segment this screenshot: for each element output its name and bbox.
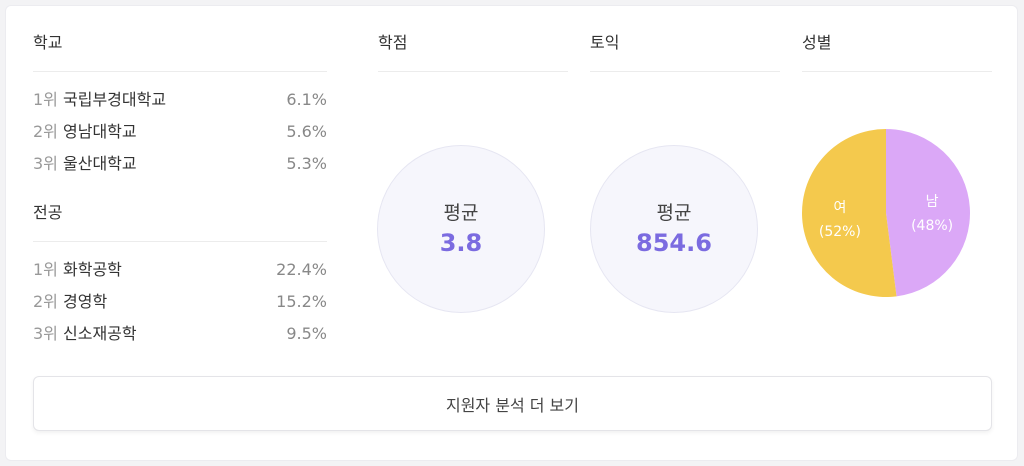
major-percent: 9.5% <box>286 324 327 343</box>
school-percent: 6.1% <box>286 90 327 109</box>
school-rank-row: 3위 울산대학교 5.3% <box>33 148 327 180</box>
major-rank-row: 1위 화학공학 22.4% <box>33 254 327 286</box>
gpa-section: 학점 <box>378 30 568 72</box>
school-rank-row: 2위 영남대학교 5.6% <box>33 116 327 148</box>
school-percent: 5.6% <box>286 122 327 141</box>
major-percent: 22.4% <box>276 260 327 279</box>
gender-title: 성별 <box>802 30 992 72</box>
pie-label: 남 <box>926 194 939 210</box>
major-name: 경영학 <box>63 292 108 311</box>
toeic-average-circle: 평균 854.6 <box>590 145 758 313</box>
school-name: 국립부경대학교 <box>63 90 167 109</box>
rank-label: 3위 <box>33 324 58 343</box>
school-section: 학교 1위 국립부경대학교 6.1% 2위 영남대학교 5.6% 3위 울산대학교 5.3… <box>33 30 327 180</box>
major-rank-row: 3위 신소재공학 9.5% <box>33 318 327 350</box>
rank-label: 1위 <box>33 90 58 109</box>
gender-pie-chart: 남 (48%) 여 (52%) <box>802 129 970 297</box>
toeic-section: 토익 <box>590 30 780 72</box>
pie-slice-male <box>886 129 970 297</box>
toeic-average-label: 평균 <box>656 202 692 224</box>
pie-percent: (52%) <box>819 224 861 240</box>
major-title: 전공 <box>33 200 327 242</box>
toeic-title: 토익 <box>590 30 780 72</box>
gpa-average-circle: 평균 3.8 <box>377 145 545 313</box>
gpa-title: 학점 <box>378 30 568 72</box>
gender-section: 성별 <box>802 30 992 72</box>
pie-slice-female <box>802 129 897 297</box>
toeic-average-value: 854.6 <box>636 229 712 257</box>
major-name: 화학공학 <box>63 260 122 279</box>
school-rank-row: 1위 국립부경대학교 6.1% <box>33 84 327 116</box>
major-rank-row: 2위 경영학 15.2% <box>33 286 327 318</box>
more-analysis-button[interactable]: 지원자 분석 더 보기 <box>33 376 992 431</box>
rank-label: 2위 <box>33 122 58 141</box>
school-title: 학교 <box>33 30 327 72</box>
pie-percent: (48%) <box>911 218 953 234</box>
rank-label: 1위 <box>33 260 58 279</box>
rank-label: 3위 <box>33 154 58 173</box>
major-section: 전공 1위 화학공학 22.4% 2위 경영학 15.2% 3위 신소재공학 9.5% <box>33 200 327 350</box>
school-name: 울산대학교 <box>63 154 137 173</box>
gpa-average-label: 평균 <box>443 202 479 224</box>
school-percent: 5.3% <box>286 154 327 173</box>
school-name: 영남대학교 <box>63 122 137 141</box>
gpa-average-value: 3.8 <box>439 229 483 257</box>
pie-label: 여 <box>833 200 846 216</box>
major-percent: 15.2% <box>276 292 327 311</box>
rank-label: 2위 <box>33 292 58 311</box>
major-name: 신소재공학 <box>63 324 137 343</box>
